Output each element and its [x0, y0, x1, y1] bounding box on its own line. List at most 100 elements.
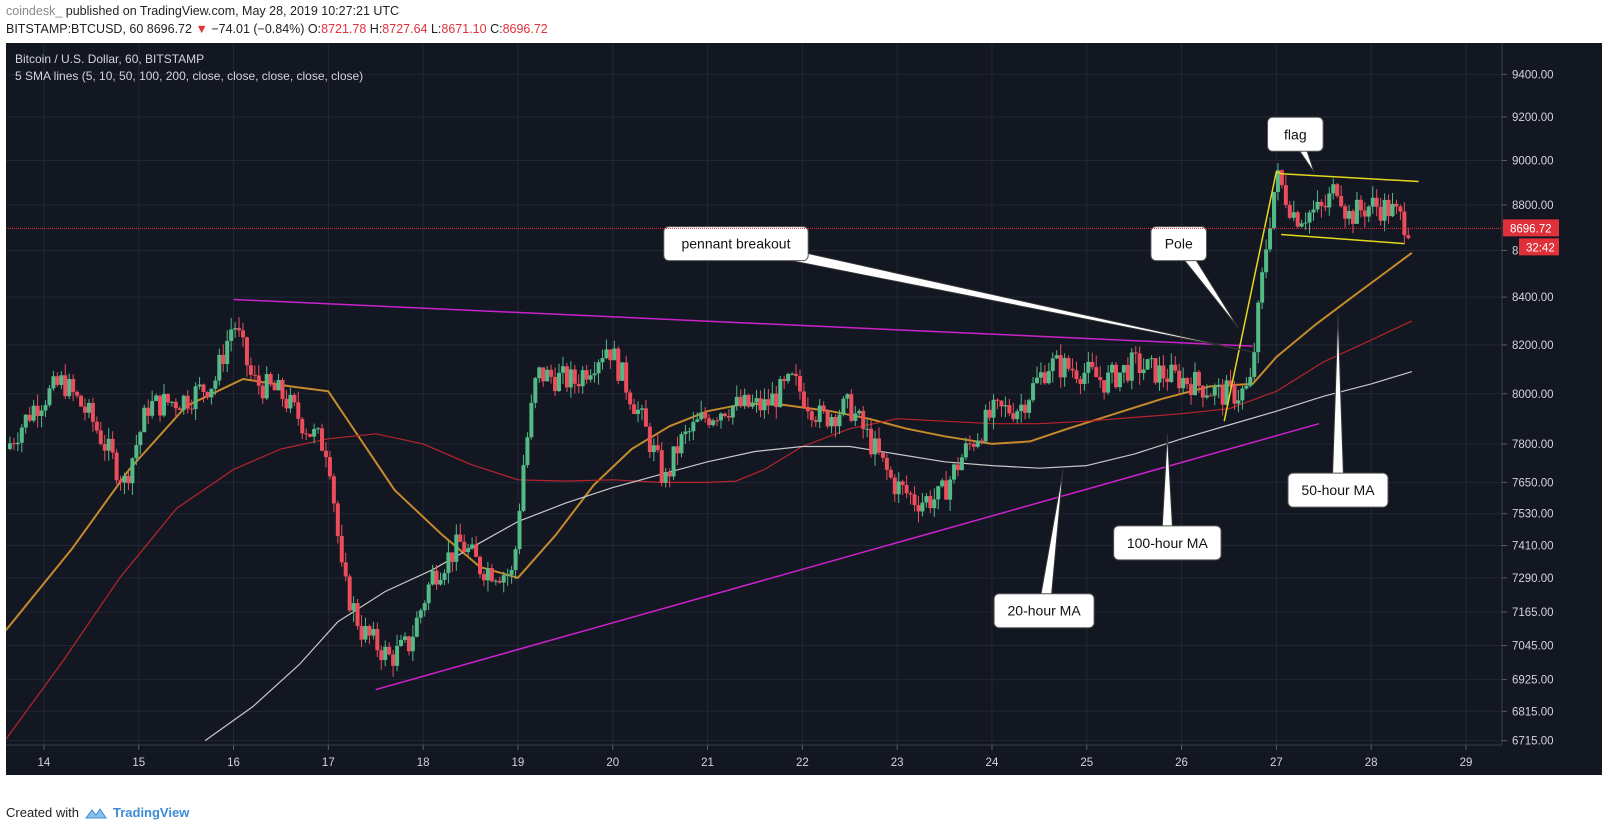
candle-body	[1011, 413, 1016, 420]
candle-body	[1204, 395, 1209, 398]
low-value: 8671.10	[441, 22, 487, 36]
candle-body	[853, 413, 858, 421]
candle-body	[485, 568, 490, 581]
candle-body	[1335, 184, 1340, 196]
candle-body	[884, 457, 889, 470]
candle-body	[438, 579, 443, 585]
footer: Created with TradingView	[6, 805, 189, 820]
candle-body	[248, 365, 253, 375]
candle-body	[320, 428, 325, 451]
time-axis[interactable]: 14 15 16 17 18 19 20 21 22 23 24 25 26 27 28 29	[38, 745, 1473, 769]
candle-body	[1299, 223, 1304, 227]
candle-body	[679, 434, 684, 454]
candle-body	[59, 375, 64, 385]
candle-body	[1094, 367, 1099, 378]
candle-body	[154, 395, 159, 401]
callout-box	[1287, 472, 1389, 508]
x-tick-label: 20	[606, 757, 619, 769]
candle-body	[576, 383, 581, 387]
chart-area[interactable]: flag pennant breakout Pole 50-hour MA 100-ho…	[5, 43, 1602, 795]
candle-body	[505, 574, 510, 576]
y-tick-label: 7045.00	[1512, 641, 1554, 653]
candle-body	[1224, 380, 1229, 405]
candle-body	[312, 428, 317, 437]
flag-top-line	[1276, 170, 1282, 175]
candle-body	[363, 625, 368, 640]
candle-body	[857, 410, 862, 414]
candle-body	[967, 443, 972, 445]
candle-body	[873, 438, 878, 455]
candles	[7, 163, 1411, 677]
candle-body	[1232, 383, 1237, 404]
y-tick-label: 9000.00	[1512, 155, 1554, 167]
time-axis-background	[6, 745, 1502, 775]
candle-body	[51, 376, 56, 389]
price-chart[interactable]: flag pennant breakout Pole 50-hour MA 100-ho…	[5, 43, 1602, 795]
candle-body	[639, 408, 644, 410]
candle-body	[304, 433, 309, 435]
candle-body	[1327, 193, 1332, 208]
tradingview-link[interactable]: TradingView	[112, 805, 190, 820]
candle-body	[691, 421, 696, 432]
candle-body	[323, 450, 328, 458]
candle-body	[553, 376, 558, 392]
candle-body	[383, 646, 388, 661]
candle-body	[1007, 405, 1012, 414]
candle-body	[454, 534, 459, 562]
candle-body	[260, 385, 265, 399]
symbol: BITSTAMP:BTCUSD, 60	[6, 22, 144, 36]
candle-body	[213, 380, 218, 389]
candle-body	[1086, 361, 1091, 373]
tradingview-logo-icon	[84, 807, 107, 818]
candle-body	[797, 375, 802, 392]
candle-body	[1354, 199, 1359, 224]
candle-body	[1311, 209, 1316, 213]
candle-body	[450, 552, 455, 562]
x-tick-label: 16	[227, 757, 240, 769]
candle-body	[971, 443, 976, 447]
callouts: flag pennant breakout Pole 50-hour MA 100-ho…	[663, 116, 1389, 629]
last-price: 8696.72	[146, 22, 192, 36]
candle-body	[209, 388, 214, 398]
close-label: C:	[490, 22, 503, 36]
candle-body	[173, 401, 178, 409]
publisher-name[interactable]: coindesk_	[6, 4, 63, 18]
candle-body	[446, 552, 451, 574]
candle-body	[809, 411, 814, 421]
candle-body	[628, 392, 633, 405]
candle-body	[817, 405, 822, 422]
candle-body	[31, 405, 36, 421]
candle-body	[284, 398, 289, 409]
pole-line	[1223, 171, 1278, 422]
candle-body	[422, 603, 427, 611]
candle-body	[1169, 364, 1174, 382]
candle-body	[1181, 378, 1186, 389]
candle-body	[944, 480, 949, 500]
candle-body	[936, 486, 941, 500]
open-value: 8721.78	[321, 22, 367, 36]
candle-body	[114, 452, 119, 481]
candle-body	[786, 373, 791, 382]
candle-body	[659, 450, 664, 483]
candle-body	[604, 349, 609, 359]
candle-body	[557, 372, 562, 392]
high-label: H:	[369, 22, 383, 36]
candle-body	[517, 510, 522, 550]
candle-body	[1287, 204, 1292, 218]
candle-body	[55, 376, 60, 385]
candle-body	[501, 575, 506, 583]
candle-body	[560, 366, 565, 373]
high-value: 8727.64	[382, 22, 428, 36]
candle-body	[280, 380, 285, 399]
candle-body	[359, 625, 364, 640]
x-tick-label: 18	[417, 757, 430, 769]
candle-body	[1307, 212, 1312, 223]
trendline-line	[233, 298, 1253, 347]
candle-body	[1244, 385, 1249, 389]
candle-body	[165, 393, 170, 403]
candle-body	[647, 426, 652, 453]
y-tick-label: 6715.00	[1512, 736, 1554, 748]
candle-body	[379, 650, 384, 661]
candle-body	[94, 421, 99, 431]
candle-body	[805, 407, 810, 412]
